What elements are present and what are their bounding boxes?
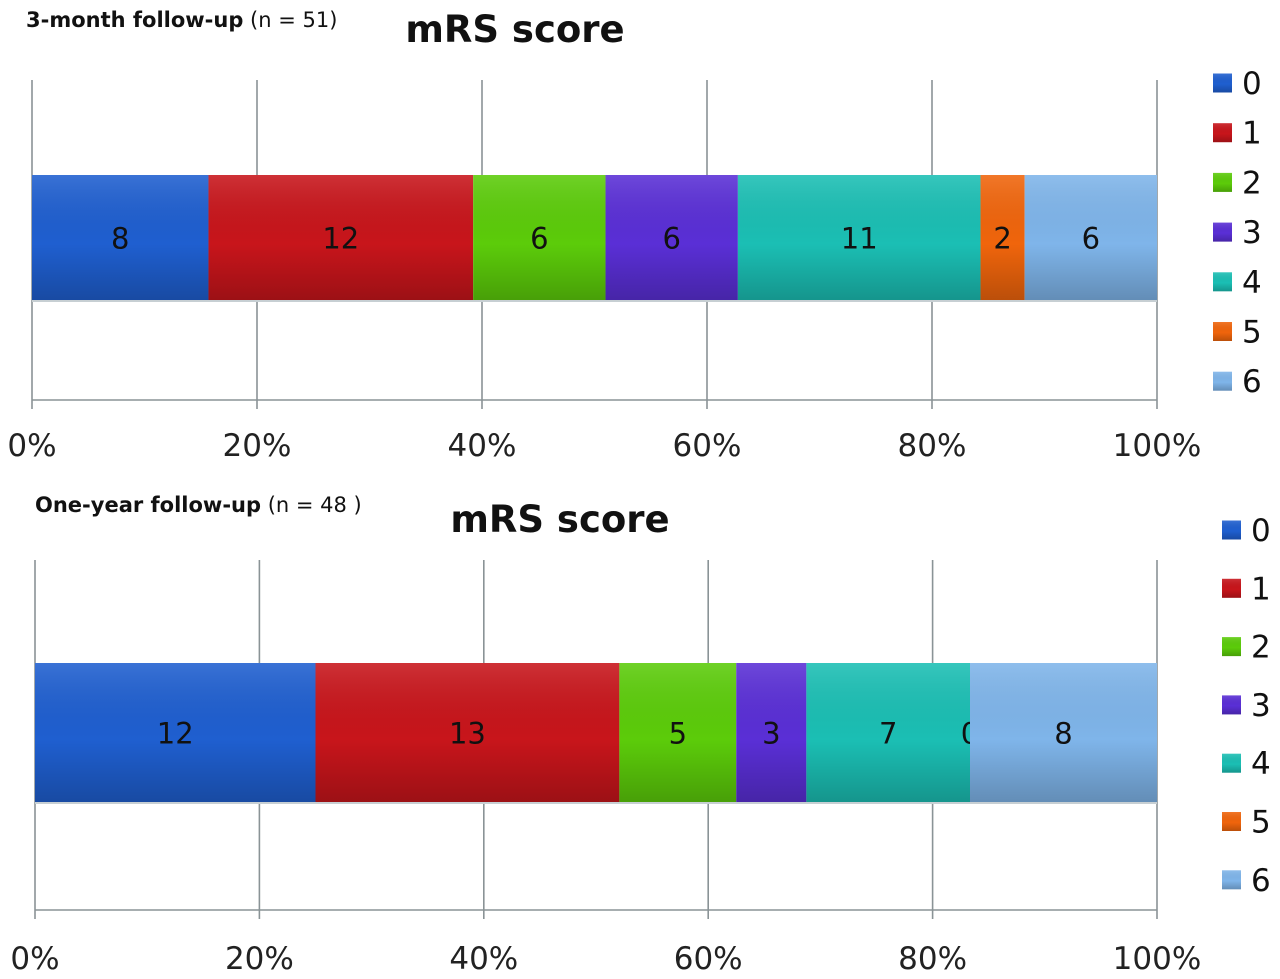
legend-label-mrs-4: 4 [1242,265,1262,301]
data-label-mrs-4: 11 [841,222,878,256]
legend-label-mrs-0: 0 [1251,513,1271,549]
legend-label-mrs-2: 2 [1242,165,1262,201]
chart-subtitle: One-year follow-up (n = 48 ) [35,493,362,517]
legend-swatch-shading [1213,371,1232,391]
chart-panel-1: 3-month follow-up (n = 51) mRS score 0% 20%… [7,8,1261,464]
legend-swatch-shading [1213,272,1232,292]
legend-swatch-shading [1213,73,1232,93]
legend-label-mrs-4: 4 [1251,746,1271,782]
data-label-mrs-1: 12 [322,222,359,256]
subtitle-count: (n = 51) [243,8,337,32]
legend-swatch-shading [1222,870,1241,890]
legend-label-mrs-6: 6 [1242,364,1262,400]
legend-label-mrs-5: 5 [1251,805,1271,841]
legend-swatch-shading [1222,637,1241,657]
x-tick-label: 80% [898,428,967,464]
legend-swatch-shading [1222,812,1241,831]
data-label-mrs-2: 5 [669,717,687,751]
subtitle-count: (n = 48 ) [261,493,362,517]
legend-label-mrs-3: 3 [1242,215,1262,251]
chart-panel-2: One-year follow-up (n = 48 ) mRS score 0% 2… [10,493,1270,977]
data-label-mrs-2: 6 [530,222,548,256]
subtitle-label: 3-month follow-up [26,8,243,32]
data-label-mrs-1: 13 [449,717,486,751]
data-label-mrs-3: 3 [762,717,780,751]
data-label-mrs-0: 8 [111,222,129,256]
x-tick-label: 40% [448,428,517,464]
data-label-mrs-0: 12 [157,717,194,751]
legend-swatch-shading [1213,322,1232,341]
x-tick-label: 60% [674,941,743,977]
legend-swatch-shading [1213,222,1232,242]
data-label-mrs-6: 8 [1054,717,1072,751]
x-tick-label: 0% [10,941,59,977]
legend: 0 1 2 3 4 5 6 [1222,513,1271,899]
data-label-mrs-5: 2 [993,222,1011,256]
data-label-mrs-4: 7 [879,717,897,751]
x-tick-label: 0% [7,428,56,464]
data-label-mrs-3: 6 [662,222,680,256]
legend-swatch-shading [1213,123,1232,143]
chart-title: mRS score [450,498,669,541]
legend-label-mrs-3: 3 [1251,688,1271,724]
legend-label-mrs-5: 5 [1242,315,1262,351]
legend-swatch-shading [1222,753,1241,773]
legend-swatch-shading [1222,520,1241,540]
legend-swatch-shading [1222,695,1241,715]
subtitle-label: One-year follow-up [35,493,261,517]
x-tick-label: 60% [673,428,742,464]
chart-subtitle: 3-month follow-up (n = 51) [26,8,337,32]
legend-swatch-shading [1213,172,1232,192]
legend-label-mrs-2: 2 [1251,630,1271,666]
chart-title: mRS score [405,8,624,51]
legend: 0 1 2 3 4 5 6 [1213,66,1262,400]
legend-swatch-shading [1222,578,1241,598]
x-tick-label: 20% [223,428,292,464]
x-tick-label: 80% [898,941,967,977]
legend-label-mrs-0: 0 [1242,66,1262,102]
legend-label-mrs-6: 6 [1251,863,1271,899]
data-label-mrs-6: 6 [1082,222,1100,256]
x-tick-label: 100% [1113,941,1202,977]
x-tick-label: 100% [1113,428,1202,464]
x-tick-label: 40% [449,941,518,977]
legend-label-mrs-1: 1 [1251,571,1271,607]
legend-label-mrs-1: 1 [1242,116,1262,152]
x-tick-label: 20% [225,941,294,977]
